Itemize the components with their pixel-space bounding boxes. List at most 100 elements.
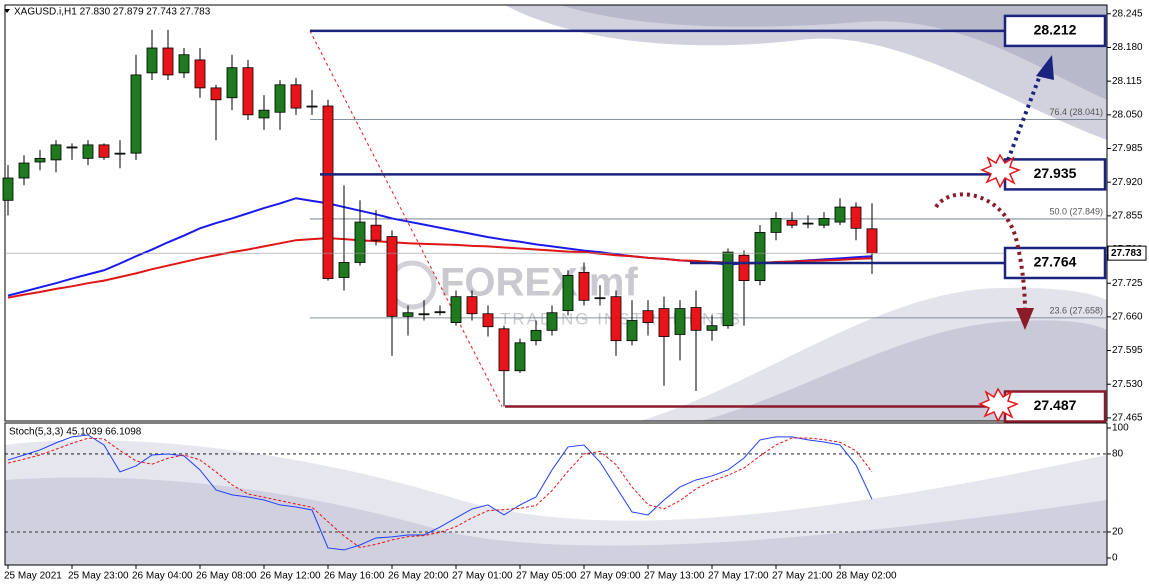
- x-tick-label: 28 May 02:00: [836, 571, 897, 582]
- candle-body: [322, 105, 334, 279]
- candle-body: [642, 310, 654, 323]
- y-tick-label: 20: [1112, 527, 1124, 538]
- y-tick-label: 27.855: [1112, 210, 1143, 221]
- candle-body: [738, 254, 750, 282]
- candle-body: [2, 177, 14, 201]
- main-frame: [4, 4, 1108, 422]
- candle-body: [386, 236, 398, 317]
- fib-label: 23.6 (27.658): [1049, 305, 1103, 315]
- level-label: 28.212: [1034, 22, 1077, 38]
- plot: 28.245 28.180 28.115 28.050 27.985 27.920 27.8…: [2, 8, 1147, 582]
- candle-body: [242, 67, 254, 116]
- candle-body: [162, 47, 174, 76]
- candle-body: [226, 67, 238, 99]
- candle-body: [610, 296, 622, 342]
- candle-body: [818, 218, 830, 226]
- background-swoosh: [560, 5, 1107, 100]
- stoch-frame: [4, 422, 1108, 566]
- x-tick-label: 26 May 16:00: [324, 571, 385, 582]
- arrow-up: [1006, 69, 1044, 161]
- candle-body: [306, 105, 318, 108]
- candle-body: [498, 328, 510, 372]
- candle-body: [370, 224, 382, 241]
- y-tick-label: 28.050: [1112, 109, 1143, 120]
- candle-body: [626, 320, 638, 342]
- candle-body: [402, 312, 414, 317]
- candle-body: [722, 251, 734, 327]
- x-tick-label: 25 May 2021: [4, 571, 62, 582]
- y-tick-label: 28.180: [1112, 42, 1143, 53]
- x-tick-label: 25 May 23:00: [68, 571, 129, 582]
- candle-body: [34, 157, 46, 163]
- candle-body: [530, 329, 542, 342]
- candle-body: [562, 275, 574, 312]
- arrow-head: [1036, 55, 1054, 80]
- y-tick-label: 80: [1112, 449, 1124, 460]
- y-tick-label: 27.725: [1112, 278, 1143, 289]
- x-tick-label: 27 May 13:00: [644, 571, 705, 582]
- candle-body: [754, 232, 766, 282]
- candle-body: [770, 218, 782, 233]
- level-box: [1003, 14, 1107, 48]
- y-tick-label: 27.920: [1112, 177, 1143, 188]
- x-tick-label: 27 May 05:00: [516, 571, 577, 582]
- fib-label: 76.4 (28.041): [1049, 107, 1103, 117]
- candle-body: [274, 84, 286, 113]
- x-tick-label: 26 May 12:00: [260, 571, 321, 582]
- candle-body: [146, 47, 158, 74]
- candle-body: [802, 222, 814, 225]
- candle-body: [674, 308, 686, 335]
- level-label: 27.935: [1034, 165, 1077, 181]
- arrow-down: [934, 192, 1027, 311]
- candle-body: [514, 342, 526, 372]
- candle-body: [18, 162, 30, 179]
- level-label: 27.487: [1034, 397, 1077, 413]
- candle-body: [258, 109, 270, 119]
- price-box: [1107, 245, 1147, 261]
- x-tick-label: 26 May 04:00: [132, 571, 193, 582]
- fib-trendline: [309, 30, 503, 407]
- x-tick-label: 27 May 09:00: [580, 571, 641, 582]
- x-tick-label: 26 May 08:00: [196, 571, 257, 582]
- x-tick-label: 27 May 01:00: [452, 571, 513, 582]
- burst-icon: [980, 153, 1022, 189]
- candle-body: [194, 59, 206, 89]
- candle-body: [50, 144, 62, 161]
- x-tick-label: 26 May 20:00: [388, 571, 449, 582]
- candle-body: [690, 307, 702, 331]
- y-tick-label: 27.465: [1112, 413, 1143, 424]
- price-label: 27.783: [1111, 248, 1142, 259]
- background-swoosh: [5, 477, 1107, 565]
- candle-body: [658, 308, 670, 337]
- y-tick-label: 28.245: [1112, 8, 1143, 19]
- background-swoosh: [505, 5, 1107, 140]
- fib-label: 50.0 (27.849): [1049, 206, 1103, 216]
- candle-body: [98, 144, 110, 158]
- y-tick-label: 27.985: [1112, 143, 1143, 154]
- x-tick-label: 27 May 17:00: [708, 571, 769, 582]
- y-tick-label: 100: [1112, 423, 1129, 434]
- candle-body: [114, 152, 126, 155]
- stoch-line: [7, 434, 873, 551]
- candle-body: [178, 54, 190, 74]
- candle-body: [594, 297, 606, 300]
- level-label: 27.764: [1034, 254, 1077, 270]
- burst-icon: [978, 387, 1020, 423]
- candle-body: [82, 144, 94, 159]
- chart-title: XAGUSD.i,H1 27.830 27.879 27.743 27.783: [14, 7, 211, 18]
- y-tick-label: 28.115: [1112, 76, 1142, 87]
- y-tick-label: 27.595: [1112, 345, 1143, 356]
- candle-body: [866, 228, 878, 254]
- title-marker: [4, 9, 10, 13]
- y-tick-label: 27.530: [1112, 379, 1143, 390]
- candle-body: [450, 296, 462, 323]
- candle-body: [66, 146, 78, 149]
- candle-body: [130, 74, 142, 154]
- candle-body: [466, 296, 478, 315]
- candle-body: [706, 325, 718, 331]
- candle-body: [578, 271, 590, 301]
- candle-body: [786, 220, 798, 226]
- candle-body: [210, 87, 222, 101]
